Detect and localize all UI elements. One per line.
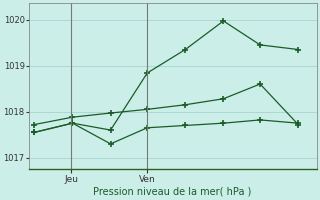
X-axis label: Pression niveau de la mer( hPa ): Pression niveau de la mer( hPa ) — [93, 187, 252, 197]
